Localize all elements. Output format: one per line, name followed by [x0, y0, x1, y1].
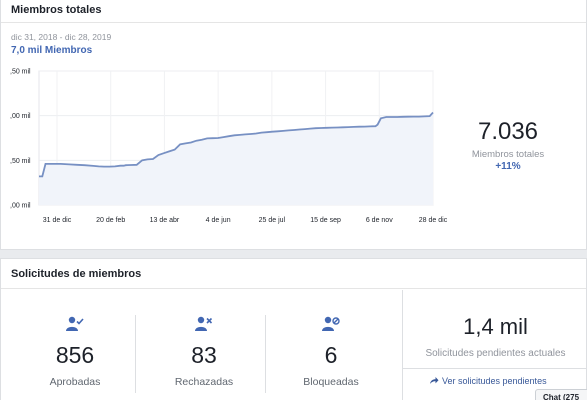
x-tick-label: 15 de sep	[310, 217, 341, 224]
user-check-icon	[66, 316, 84, 331]
date-range: dic 31, 2018 - dic 28, 2019	[11, 32, 112, 42]
stat-approved: 856 Aprobadas	[9, 290, 141, 400]
x-tick-label: 28 de dic	[419, 217, 448, 224]
x-tick-label: 25 de jul	[259, 217, 286, 224]
user-x-icon	[195, 316, 213, 331]
rejected-label: Rechazadas	[174, 376, 234, 388]
pending-caption: Solicitudes pendientes actuales	[425, 348, 566, 359]
divider	[265, 315, 266, 393]
total-members-summary: 7.036 Miembros totales +11%	[451, 118, 565, 172]
divider	[135, 315, 136, 393]
member-requests-title: Solicitudes de miembros	[1, 259, 586, 289]
y-tick-label: ,00 mil	[10, 203, 31, 210]
total-members-card: Miembros totales dic 31, 2018 - dic 28, …	[0, 0, 587, 250]
x-tick-label: 4 de jun	[206, 217, 231, 224]
pending-count: 1,4 mil	[463, 314, 528, 339]
member-requests-card: Solicitudes de miembros 856 Aprobadas 83…	[0, 258, 587, 400]
y-tick-label: ,00 mil	[10, 113, 31, 120]
total-members-value: 7.036	[477, 118, 539, 145]
x-tick-label: 13 de abr	[150, 217, 180, 224]
total-members-caption: Miembros totales	[471, 149, 545, 160]
growth-badge: +11%	[495, 161, 521, 172]
pending-requests: 1,4 mil Solicitudes pendientes actuales …	[402, 290, 587, 400]
view-pending-requests-label: Ver solicitudes pendientes	[442, 376, 547, 386]
stat-rejected: 83 Rechazadas	[138, 290, 270, 400]
rejected-count: 83	[191, 342, 217, 368]
request-stats: 856 Aprobadas 83 Rechazadas 6 Bloqueadas	[1, 290, 402, 400]
divider	[403, 368, 587, 369]
x-tick-label: 20 de feb	[96, 217, 125, 224]
stat-blocked: 6 Bloqueadas	[265, 290, 397, 400]
total-members-title: Miembros totales	[1, 0, 586, 23]
approved-count: 856	[55, 342, 95, 368]
blocked-label: Bloqueadas	[303, 376, 359, 388]
x-tick-label: 6 de nov	[366, 217, 393, 224]
chart-area-fill	[39, 112, 433, 205]
x-tick-label: 31 de dic	[43, 217, 72, 224]
y-tick-label: ,50 mil	[10, 158, 31, 165]
metric-label[interactable]: 7,0 mil Miembros	[11, 45, 93, 56]
members-line-chart: ,50 mil ,00 mil ,50 mil ,00 mil 31 de dic 20…	[10, 69, 448, 225]
view-pending-requests-link[interactable]: Ver solicitudes pendientes	[429, 376, 547, 386]
chat-tab[interactable]: Chat (275	[535, 389, 587, 400]
share-arrow-icon	[430, 377, 439, 384]
approved-label: Aprobadas	[49, 376, 101, 388]
user-block-icon	[322, 316, 340, 331]
chart-series-line	[39, 111, 434, 178]
blocked-count: 6	[324, 342, 338, 368]
y-tick-label: ,50 mil	[10, 69, 31, 76]
